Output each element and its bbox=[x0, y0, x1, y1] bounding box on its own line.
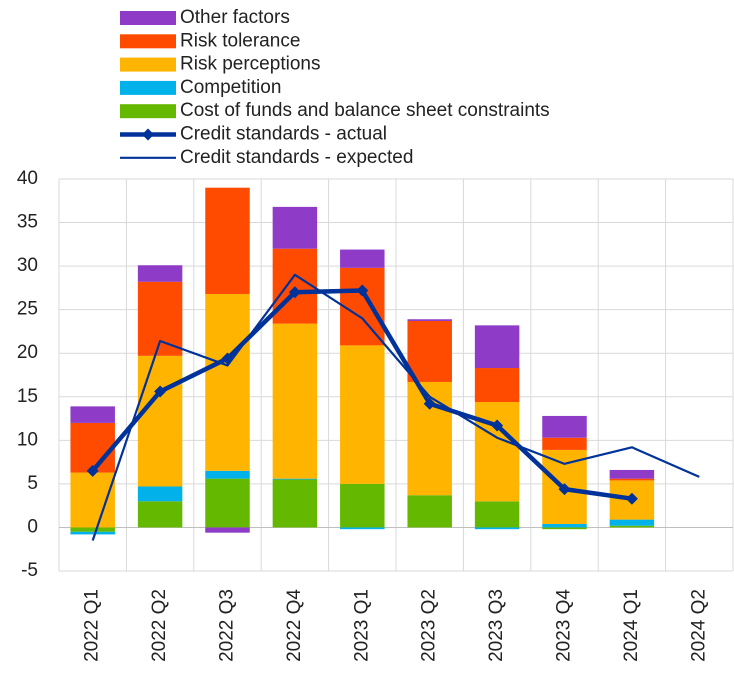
bar bbox=[407, 319, 452, 321]
legend-label: Risk tolerance bbox=[180, 30, 300, 51]
marker bbox=[558, 483, 571, 496]
bar bbox=[70, 531, 115, 535]
y-tick-label: -5 bbox=[21, 560, 38, 581]
bar bbox=[205, 470, 250, 479]
bar bbox=[70, 472, 115, 528]
bar bbox=[272, 323, 318, 479]
bar bbox=[205, 293, 250, 471]
x-tick-label: 2023 Q2 bbox=[419, 589, 440, 662]
marker bbox=[356, 284, 369, 297]
bar bbox=[70, 422, 115, 473]
bar bbox=[340, 267, 385, 346]
bar bbox=[474, 501, 520, 528]
marker bbox=[423, 397, 436, 410]
y-tick-label: 15 bbox=[17, 386, 38, 407]
legend-label: Credit standards - expected bbox=[180, 147, 413, 168]
bar bbox=[609, 519, 655, 526]
bar bbox=[340, 527, 385, 530]
bar bbox=[137, 501, 183, 528]
bar bbox=[340, 483, 385, 528]
bar bbox=[272, 248, 318, 324]
legend-item: Cost of funds and balance sheet constrai… bbox=[120, 100, 550, 121]
legend-swatch bbox=[120, 104, 176, 119]
bar bbox=[542, 527, 587, 530]
y-tick-label: 5 bbox=[27, 473, 38, 494]
legend-swatch bbox=[120, 80, 176, 95]
legend-swatch bbox=[120, 57, 176, 72]
bar bbox=[340, 345, 385, 484]
x-tick-label: 2023 Q1 bbox=[351, 589, 372, 662]
legend-marker bbox=[142, 128, 154, 141]
marker bbox=[625, 492, 638, 505]
bar bbox=[542, 523, 587, 528]
bar bbox=[137, 265, 183, 282]
x-tick-label: 2022 Q2 bbox=[149, 589, 170, 662]
legend-item: Competition bbox=[120, 77, 281, 98]
legend-item: Other factors bbox=[120, 7, 290, 28]
legend-label: Competition bbox=[180, 77, 281, 98]
bar bbox=[474, 527, 520, 530]
marker bbox=[86, 464, 99, 477]
bar bbox=[340, 249, 385, 268]
bar bbox=[474, 402, 520, 502]
y-tick-label: 20 bbox=[17, 342, 38, 363]
legend-label: Risk perceptions bbox=[180, 54, 320, 75]
bar bbox=[407, 495, 452, 528]
legend-swatch bbox=[120, 34, 176, 49]
bar bbox=[542, 415, 587, 438]
legend-label: Credit standards - actual bbox=[180, 124, 387, 145]
bar bbox=[272, 206, 318, 249]
legend-item: Credit standards - expected bbox=[120, 147, 413, 168]
bar bbox=[609, 469, 655, 479]
line bbox=[91, 273, 700, 541]
legend-item: Risk perceptions bbox=[120, 54, 320, 75]
y-tick-label: 40 bbox=[17, 168, 38, 189]
bar bbox=[70, 527, 115, 532]
bar bbox=[474, 325, 520, 369]
bar bbox=[137, 486, 183, 502]
bar bbox=[137, 355, 183, 487]
x-tick-label: 2023 Q4 bbox=[554, 589, 575, 662]
bar bbox=[542, 437, 587, 450]
legend-swatch bbox=[120, 11, 176, 25]
bar bbox=[70, 406, 115, 423]
legend-label: Cost of funds and balance sheet constrai… bbox=[180, 100, 550, 121]
bar bbox=[272, 479, 318, 528]
bar bbox=[474, 368, 520, 403]
y-tick-label: 30 bbox=[17, 255, 38, 276]
bar bbox=[137, 281, 183, 356]
x-tick-label: 2023 Q3 bbox=[486, 589, 507, 662]
x-tick-label: 2022 Q3 bbox=[217, 589, 238, 662]
bar bbox=[609, 525, 655, 528]
x-tick-label: 2024 Q2 bbox=[688, 589, 709, 662]
x-tick-label: 2022 Q4 bbox=[284, 589, 305, 662]
bar bbox=[272, 478, 318, 480]
bar bbox=[407, 320, 452, 382]
y-tick-label: 25 bbox=[17, 299, 38, 320]
y-tick-label: 35 bbox=[17, 212, 38, 233]
y-tick-label: 0 bbox=[27, 516, 38, 537]
marker bbox=[288, 286, 301, 299]
bar bbox=[205, 478, 250, 528]
y-tick-label: 10 bbox=[17, 429, 38, 450]
x-tick-label: 2024 Q1 bbox=[621, 589, 642, 662]
legend-item: Credit standards - actual bbox=[120, 124, 387, 145]
legend-label: Other factors bbox=[180, 7, 290, 28]
legend-item: Risk tolerance bbox=[120, 30, 300, 51]
bar bbox=[609, 478, 655, 481]
marker bbox=[491, 419, 504, 432]
bar bbox=[205, 187, 250, 294]
x-tick-label: 2022 Q1 bbox=[82, 589, 103, 662]
bar bbox=[205, 527, 250, 533]
marker bbox=[154, 385, 167, 398]
